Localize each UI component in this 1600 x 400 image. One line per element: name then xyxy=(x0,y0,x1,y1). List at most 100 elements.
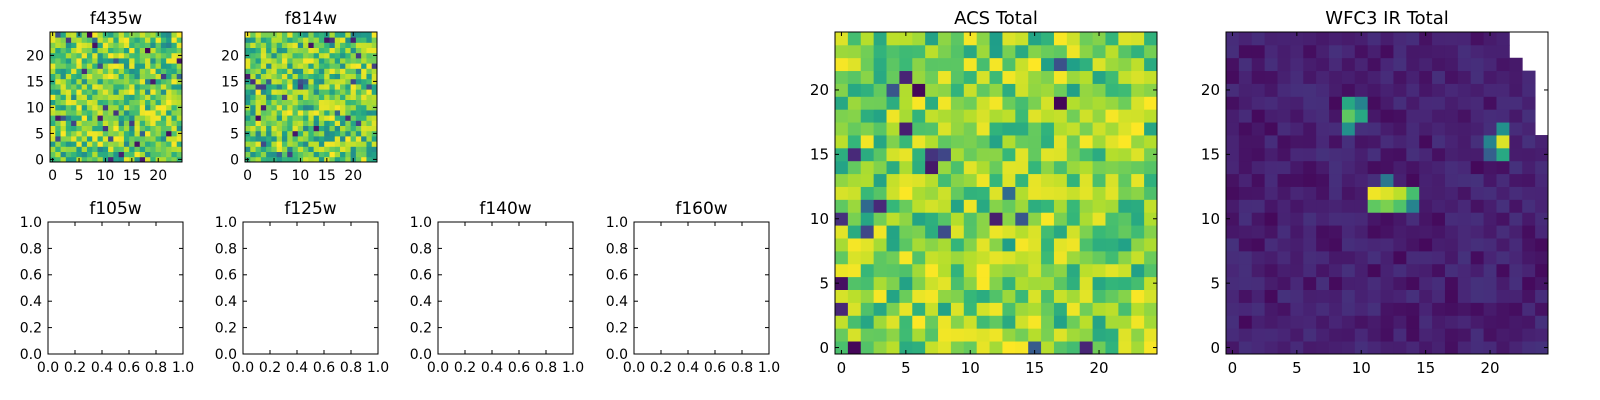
heatmap-cell xyxy=(1251,96,1266,110)
heatmap-cell xyxy=(108,151,114,158)
heatmap-cell xyxy=(113,84,120,90)
heatmap-cell xyxy=(329,94,336,100)
heatmap-cell xyxy=(1131,160,1145,175)
heatmap-cell xyxy=(60,115,67,121)
heatmap-cell xyxy=(287,130,293,137)
heatmap-cell xyxy=(303,151,309,158)
heatmap-cell xyxy=(250,68,256,74)
panel-title: f814w xyxy=(285,9,337,29)
heatmap-cell xyxy=(245,115,251,121)
heatmap-cell xyxy=(150,151,156,158)
heatmap-cell xyxy=(1393,96,1407,110)
heatmap-cell xyxy=(334,151,341,158)
heatmap-cell xyxy=(1105,135,1119,149)
heatmap-cell xyxy=(297,52,304,59)
heatmap-cell xyxy=(266,37,272,43)
heatmap-cell xyxy=(938,96,952,110)
heatmap-cell xyxy=(938,173,952,187)
heatmap-cell xyxy=(176,58,183,64)
heatmap-cell xyxy=(1432,328,1446,342)
heatmap-cell xyxy=(1406,302,1420,316)
heatmap-cell xyxy=(260,89,267,95)
heatmap-cell xyxy=(55,58,61,64)
axes-frame xyxy=(1225,31,1549,355)
y-tick-label: 10 xyxy=(26,100,44,116)
heatmap-cell xyxy=(1406,212,1420,226)
heatmap-cell xyxy=(912,70,926,84)
heatmap-cell xyxy=(1406,263,1420,278)
heatmap-cell xyxy=(1118,199,1132,213)
heatmap-cell xyxy=(350,47,357,54)
heatmap-cell xyxy=(287,120,293,126)
heatmap-cell xyxy=(1509,276,1523,290)
heatmap-cell xyxy=(1509,173,1523,187)
heatmap-cell xyxy=(1105,212,1119,226)
heatmap-cell xyxy=(835,44,849,59)
heatmap-cell xyxy=(245,110,251,116)
heatmap-cell xyxy=(297,42,304,48)
heatmap-cell xyxy=(334,58,341,64)
heatmap-cell xyxy=(176,115,183,121)
heatmap-cell xyxy=(361,84,367,90)
heatmap-cell xyxy=(250,78,256,85)
heatmap-cell xyxy=(134,110,141,116)
heatmap-cell xyxy=(71,120,77,126)
heatmap-cell xyxy=(886,44,900,59)
heatmap-cell xyxy=(1105,328,1119,342)
heatmap-cell xyxy=(1329,44,1343,59)
heatmap-cell xyxy=(55,94,61,100)
heatmap-cell xyxy=(1251,122,1266,136)
heatmap-cell xyxy=(71,58,77,64)
heatmap-cell xyxy=(287,32,293,38)
heatmap-cell xyxy=(1238,44,1253,59)
heatmap-cell xyxy=(60,78,67,85)
heatmap-cell xyxy=(886,302,900,316)
heatmap-cell xyxy=(97,78,104,85)
heatmap-cell xyxy=(1483,199,1497,213)
heatmap-cell xyxy=(1015,32,1029,46)
heatmap-cell xyxy=(1105,96,1119,110)
heatmap-cell xyxy=(1444,328,1459,342)
heatmap-cell xyxy=(97,151,104,158)
heatmap-cells xyxy=(50,32,183,163)
heatmap-cell xyxy=(292,63,299,69)
heatmap-cell xyxy=(350,78,357,85)
heatmap-cell xyxy=(1226,44,1240,59)
heatmap-cell xyxy=(329,47,336,54)
heatmap-cell xyxy=(912,199,926,213)
heatmap-cell xyxy=(340,120,346,126)
heatmap-cell xyxy=(1277,83,1291,97)
heatmap-cell xyxy=(266,73,272,80)
heatmap-cell xyxy=(123,89,130,95)
heatmap-cell xyxy=(1238,173,1253,187)
heatmap-cell xyxy=(92,58,98,64)
heatmap-cell xyxy=(260,84,267,90)
heatmap-cell xyxy=(1341,32,1356,46)
heatmap-cell xyxy=(1238,315,1253,329)
heatmap-cell xyxy=(1367,250,1381,265)
heatmap-cell xyxy=(1277,173,1291,187)
heatmap-cell xyxy=(1496,225,1510,239)
heatmap-cell xyxy=(1264,135,1278,149)
heatmap-cell xyxy=(1303,328,1317,342)
heatmap-cell xyxy=(1041,341,1055,355)
heatmap-cell xyxy=(255,32,262,38)
heatmap-cell xyxy=(1341,225,1356,239)
heatmap-cell xyxy=(281,73,288,80)
heatmap-cell xyxy=(1015,315,1029,329)
heatmap-cell xyxy=(1079,315,1093,329)
heatmap-cell xyxy=(912,135,926,149)
heatmap-cell xyxy=(313,63,320,69)
heatmap-cell xyxy=(355,125,362,132)
heatmap-cell xyxy=(912,263,926,278)
heatmap-cell xyxy=(271,104,278,111)
heatmap-cell xyxy=(938,57,952,72)
heatmap-cell xyxy=(1367,147,1381,162)
heatmap-cell xyxy=(324,42,330,48)
heatmap-cell xyxy=(245,136,251,142)
heatmap-cell xyxy=(155,73,162,80)
heatmap-cell xyxy=(1316,135,1330,149)
heatmap-cell xyxy=(1496,44,1510,59)
heatmap-cell xyxy=(1535,276,1549,290)
heatmap-cell xyxy=(123,94,130,100)
